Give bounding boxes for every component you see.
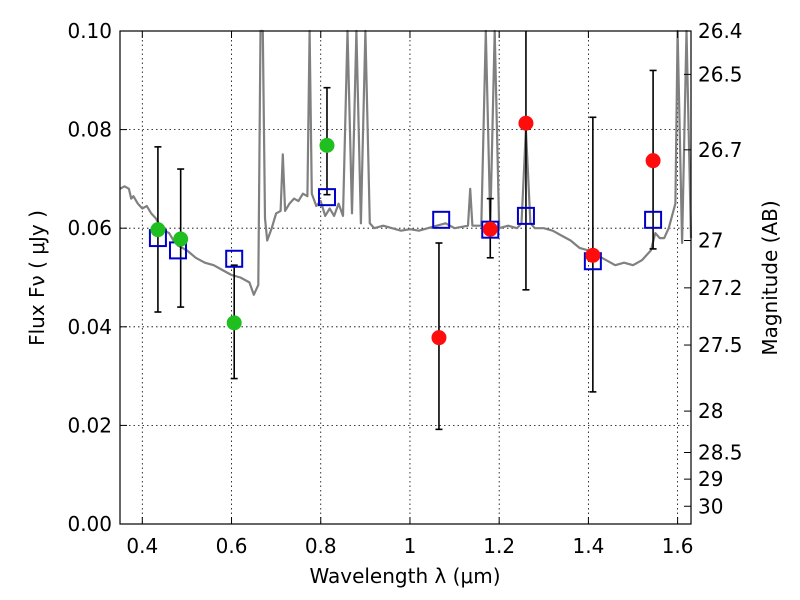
mag-tick-label-5: 27.5: [698, 333, 743, 357]
x-axis-ticks: 0.4 0.6 0.8 1 1.2 1.4 1.6: [126, 31, 694, 558]
y-tick-label-2: 0.04: [67, 315, 112, 339]
observed-flux-markers: [150, 115, 661, 346]
observed_red-error-bar-2: [522, 31, 530, 291]
x-tick-label-6: 1.6: [662, 534, 694, 558]
magnitude-axis-label: Magnitude (AB): [758, 200, 782, 355]
model-square-5: [481, 220, 500, 239]
model-square-6: [516, 206, 535, 225]
observed_red-point-1: [482, 221, 498, 237]
y-tick-label-0: 0.00: [67, 512, 112, 536]
y-tick-label-5: 0.10: [67, 19, 112, 43]
mag-tick-label-9: 30: [698, 494, 723, 518]
model-spectrum: [119, 29, 693, 296]
mag-tick-label-4: 27.2: [698, 276, 743, 300]
plot-frame: [119, 30, 692, 525]
model-square-4: [432, 210, 451, 229]
x-tick-label-0: 0.4: [126, 534, 158, 558]
mag-tick-label-1: 26.5: [698, 62, 743, 86]
y-axis-ticks: 0.00 0.02 0.04 0.06 0.08 0.10: [67, 19, 127, 536]
observed_red-point-3: [585, 247, 601, 263]
x-tick-label-5: 1.4: [572, 534, 604, 558]
mag-tick-label-6: 28: [698, 399, 723, 423]
y-tick-label-4: 0.08: [67, 118, 112, 142]
spectrum-line: [119, 29, 693, 296]
y-tick-label-1: 0.02: [67, 413, 112, 437]
observed_red-point-2: [518, 115, 534, 131]
mag-tick-label-8: 29: [698, 467, 723, 491]
x-tick-label-1: 0.6: [216, 534, 248, 558]
observed_red-point-0: [431, 330, 447, 346]
mag-tick-label-3: 27: [698, 229, 723, 253]
x-tick-label-2: 0.8: [305, 534, 337, 558]
mag-tick-label-7: 28.5: [698, 441, 743, 465]
observed_green-point-2: [226, 315, 242, 331]
x-tick-label-4: 1.2: [483, 534, 515, 558]
model-square-3: [317, 188, 336, 207]
model-square-8: [644, 210, 663, 229]
mag-tick-label-2: 26.7: [698, 138, 743, 162]
observed_red-point-4: [645, 153, 661, 169]
y-axis-label: Flux Fν ( μJy ): [25, 210, 49, 346]
x-tick-label-3: 1: [404, 534, 417, 558]
grid-lines: [120, 30, 691, 525]
model-square-2: [225, 249, 244, 268]
magnitude-axis-ticks: 26.4 26.5 26.7 27 27.2 27.5 28 28.529 30: [684, 19, 743, 518]
observed_green-point-1: [173, 231, 189, 247]
observed_green-point-3: [319, 137, 335, 153]
mag-tick-label-0: 26.4: [698, 19, 743, 43]
y-tick-label-3: 0.06: [67, 216, 112, 240]
x-axis-label: Wavelength λ (μm): [309, 564, 500, 588]
observed_green-point-0: [150, 222, 166, 238]
